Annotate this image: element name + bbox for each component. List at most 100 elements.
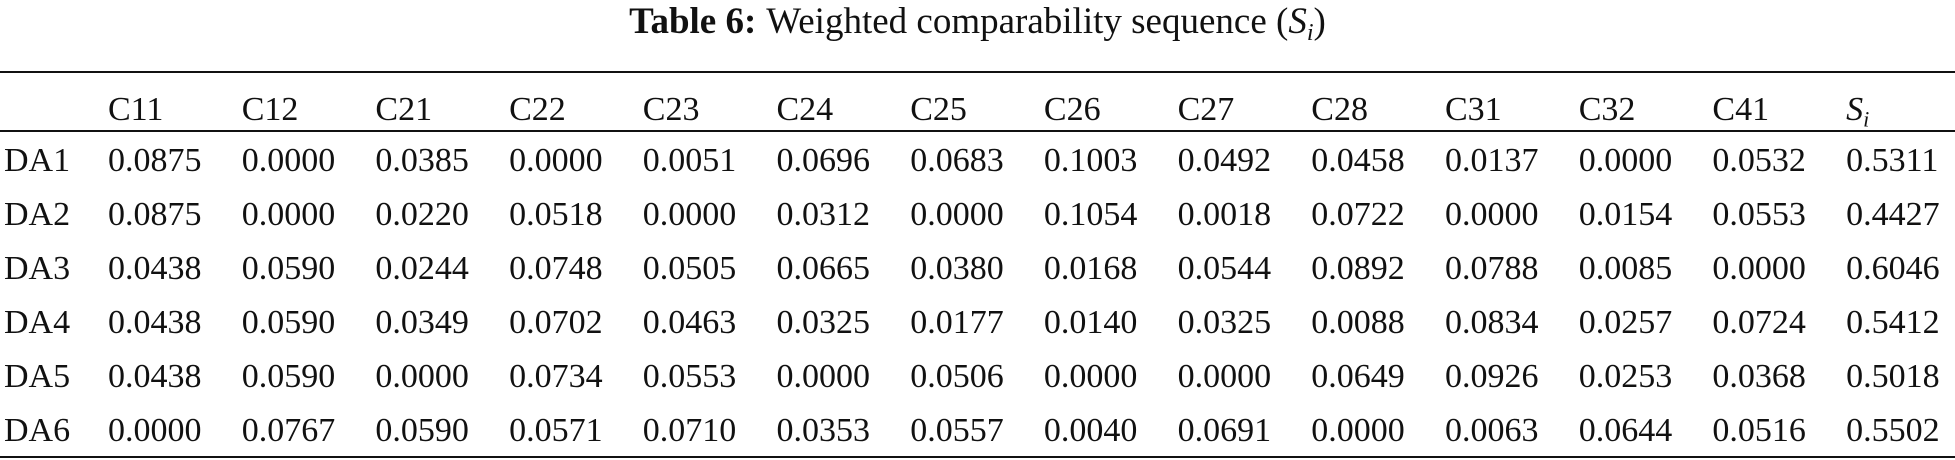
cell-value: 0.0518 [509,196,603,233]
cell-value: 0.0553 [642,358,737,395]
column-header: C31 [1445,91,1502,128]
cell-value: 0.0051 [642,142,737,179]
cell-value: 0.0040 [1043,412,1138,449]
cell-value: 0.0665 [776,250,871,287]
cell-value: 0.0544 [1177,250,1272,287]
cell-value: 0.0926 [1445,358,1539,395]
cell-value: 0.5018 [1846,358,1940,395]
cell-value: 0.0137 [1445,142,1539,179]
bottom-rule [0,456,1955,458]
cell-value: 0.0691 [1177,412,1272,449]
cell-value: 0.0140 [1043,304,1138,341]
title-label: Table 6: [629,1,757,42]
cell-value: 0.0892 [1311,250,1405,287]
cell-value: 0.0000 [1578,142,1673,179]
cell-value: 0.0018 [1177,196,1272,233]
cell-value: 0.0438 [108,304,202,341]
title-open: ( [1276,1,1289,42]
cell-value: 0.0644 [1578,412,1673,449]
cell-value: 0.1003 [1043,142,1138,179]
cell-value: 0.0257 [1578,304,1673,341]
cell-value: 0.5311 [1846,142,1939,179]
cell-value: 0.0492 [1177,142,1272,179]
cell-value: 0.1054 [1043,196,1138,233]
cell-value: 0.0696 [776,142,871,179]
cell-value: 0.0875 [108,196,202,233]
table-title: Table 6: Weighted comparability sequence … [0,0,1955,47]
cell-value: 0.0000 [1712,250,1806,287]
cell-value: 0.0000 [642,196,737,233]
cell-value: 0.0000 [1177,358,1272,395]
cell-value: 0.0438 [108,358,202,395]
column-header: C24 [776,91,834,128]
cell-value: 0.0000 [509,142,603,179]
column-header: C28 [1311,91,1368,128]
cell-value: 0.0000 [241,142,336,179]
cell-value: 0.5502 [1846,412,1940,449]
column-header: C22 [509,91,566,128]
column-header: C41 [1712,91,1770,128]
cell-value: 0.0683 [910,142,1004,179]
cell-value: 0.0458 [1311,142,1405,179]
cell-value: 0.0000 [776,358,871,395]
cell-value: 0.0385 [375,142,469,179]
cell-value: 0.0734 [509,358,603,395]
symbol-letter: S [1846,91,1864,128]
subscript: i [1863,106,1870,132]
cell-value: 0.0553 [1712,196,1806,233]
cell-value: 0.0834 [1445,304,1539,341]
header-rule [0,130,1955,132]
column-header: C32 [1578,91,1636,128]
cell-value: 0.0788 [1445,250,1539,287]
cell-value: 0.0649 [1311,358,1405,395]
cell-value: 0.0168 [1043,250,1138,287]
column-header: C23 [642,91,700,128]
cell-value: 0.0000 [1445,196,1539,233]
cell-value: 0.0590 [241,358,336,395]
cell-value: 0.0000 [375,358,469,395]
cell-value: 0.0557 [910,412,1004,449]
cell-value: 0.0085 [1578,250,1673,287]
cell-value: 0.0000 [108,412,202,449]
cell-value: 0.0702 [509,304,603,341]
cell-value: 0.0220 [375,196,469,233]
cell-value: 0.0748 [509,250,603,287]
cell-value: 0.0353 [776,412,871,449]
row-label: DA3 [4,250,71,287]
cell-value: 0.4427 [1846,196,1940,233]
cell-value: 0.0590 [241,304,336,341]
cell-value: 0.0349 [375,304,469,341]
cell-value: 0.0506 [910,358,1004,395]
cell-value: 0.0590 [241,250,336,287]
column-header: C12 [241,91,299,128]
cell-value: 0.0571 [509,412,603,449]
cell-value: 0.0724 [1712,304,1806,341]
cell-value: 0.0000 [1043,358,1138,395]
row-label: DA2 [4,196,71,233]
cell-value: 0.0368 [1712,358,1806,395]
cell-value: 0.0000 [1311,412,1405,449]
title-text: Weighted comparability sequence [766,1,1267,42]
cell-value: 0.6046 [1846,250,1940,287]
column-header: Si [1846,90,1869,130]
subscript: i [1306,20,1314,47]
cell-value: 0.0088 [1311,304,1405,341]
cell-value: 0.0063 [1445,412,1539,449]
symbol: S [1288,1,1307,42]
top-rule [0,71,1955,73]
cell-value: 0.0244 [375,250,469,287]
row-label: DA4 [4,304,71,341]
cell-value: 0.0325 [1177,304,1272,341]
column-header: C27 [1177,91,1235,128]
cell-value: 0.0325 [776,304,871,341]
row-label: DA5 [4,358,71,395]
cell-value: 0.0875 [108,142,202,179]
column-header: C21 [375,91,433,128]
cell-value: 0.0710 [642,412,737,449]
cell-value: 0.0154 [1578,196,1673,233]
cell-value: 0.0253 [1578,358,1673,395]
cell-value: 0.0505 [642,250,737,287]
column-header: C11 [108,91,164,128]
column-header: C26 [1043,91,1101,128]
